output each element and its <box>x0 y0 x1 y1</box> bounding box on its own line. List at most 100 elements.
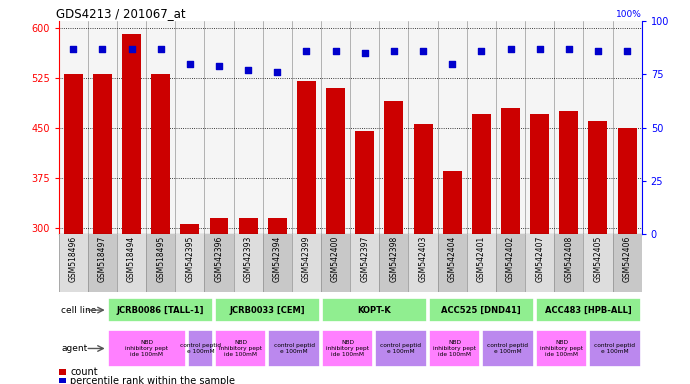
Text: GSM542394: GSM542394 <box>273 235 282 282</box>
Text: ACC483 [HPB-ALL]: ACC483 [HPB-ALL] <box>545 306 631 314</box>
Bar <box>408 234 437 292</box>
Bar <box>146 234 175 292</box>
Bar <box>413 124 433 384</box>
Bar <box>297 81 316 384</box>
Text: GSM542397: GSM542397 <box>360 235 369 282</box>
Point <box>476 48 487 54</box>
Text: GSM542405: GSM542405 <box>593 235 602 282</box>
Bar <box>428 330 480 367</box>
Point <box>563 46 574 52</box>
Text: count: count <box>70 367 98 377</box>
Bar <box>322 298 427 322</box>
Text: GSM518494: GSM518494 <box>127 235 136 281</box>
Point <box>417 48 428 54</box>
Point <box>155 46 166 52</box>
Bar <box>59 378 66 383</box>
Bar <box>117 234 146 292</box>
Bar <box>589 330 641 367</box>
Bar <box>108 330 186 367</box>
Text: GSM542401: GSM542401 <box>477 235 486 281</box>
Text: GSM542399: GSM542399 <box>302 235 311 282</box>
Text: GSM518497: GSM518497 <box>98 235 107 281</box>
Bar <box>530 114 549 384</box>
Text: NBD
inhibitory pept
ide 100mM: NBD inhibitory pept ide 100mM <box>540 340 583 357</box>
Point <box>446 61 457 67</box>
Bar <box>535 330 587 367</box>
Bar <box>93 74 112 384</box>
Text: percentile rank within the sample: percentile rank within the sample <box>70 376 235 384</box>
Bar <box>63 74 83 384</box>
Point <box>330 48 341 54</box>
Text: control peptid
e 100mM: control peptid e 100mM <box>595 343 635 354</box>
Point <box>243 67 254 73</box>
Bar <box>268 218 287 384</box>
Text: GSM518495: GSM518495 <box>156 235 165 281</box>
Bar <box>59 369 66 375</box>
Bar <box>215 330 266 367</box>
Text: control peptid
e 100mM: control peptid e 100mM <box>487 343 529 354</box>
Text: GSM542396: GSM542396 <box>215 235 224 282</box>
Text: GSM542403: GSM542403 <box>419 235 428 282</box>
Text: 100%: 100% <box>616 10 642 19</box>
Bar <box>613 234 642 292</box>
Text: GSM542400: GSM542400 <box>331 235 340 282</box>
Point <box>272 69 283 75</box>
Bar <box>525 234 554 292</box>
Text: JCRB0033 [CEM]: JCRB0033 [CEM] <box>230 306 305 314</box>
Point <box>622 48 633 54</box>
Point <box>184 61 195 67</box>
Bar <box>326 88 345 384</box>
Text: NBD
inhibitory pept
ide 100mM: NBD inhibitory pept ide 100mM <box>433 340 476 357</box>
Bar <box>496 234 525 292</box>
Point <box>68 46 79 52</box>
Bar <box>204 234 233 292</box>
Point <box>97 46 108 52</box>
Text: GDS4213 / 201067_at: GDS4213 / 201067_at <box>56 7 186 20</box>
Bar <box>554 234 584 292</box>
Bar <box>380 234 408 292</box>
Bar <box>443 171 462 384</box>
Bar <box>180 224 199 384</box>
Text: GSM542402: GSM542402 <box>506 235 515 281</box>
Text: GSM542406: GSM542406 <box>622 235 631 282</box>
Bar <box>466 234 496 292</box>
Point <box>534 46 545 52</box>
Bar <box>375 330 427 367</box>
Text: NBD
inhibitory pept
ide 100mM: NBD inhibitory pept ide 100mM <box>126 340 168 357</box>
Text: NBD
inhibitory pept
ide 100mM: NBD inhibitory pept ide 100mM <box>326 340 369 357</box>
Text: cell line: cell line <box>61 306 97 314</box>
Text: control peptid
e 100mM: control peptid e 100mM <box>273 343 315 354</box>
Text: GSM542395: GSM542395 <box>186 235 195 282</box>
Bar <box>589 121 607 384</box>
Bar <box>292 234 321 292</box>
Text: agent: agent <box>61 344 88 353</box>
Bar <box>584 234 613 292</box>
Point <box>388 48 400 54</box>
Bar <box>210 218 228 384</box>
Bar <box>351 234 380 292</box>
Bar <box>88 234 117 292</box>
Text: GSM542393: GSM542393 <box>244 235 253 282</box>
Bar <box>560 111 578 384</box>
Bar <box>268 330 320 367</box>
Point <box>213 63 224 69</box>
Text: ACC525 [DND41]: ACC525 [DND41] <box>442 306 521 314</box>
Bar <box>263 234 292 292</box>
Text: NBD
inhibitory pept
ide 100mM: NBD inhibitory pept ide 100mM <box>219 340 262 357</box>
Bar <box>122 35 141 384</box>
Bar <box>501 108 520 384</box>
Point <box>301 48 312 54</box>
Point <box>126 46 137 52</box>
Bar <box>321 234 351 292</box>
Point <box>593 48 604 54</box>
Bar <box>233 234 263 292</box>
Text: GSM542404: GSM542404 <box>448 235 457 282</box>
Text: control peptid
e 100mM: control peptid e 100mM <box>180 343 221 354</box>
Bar <box>322 330 373 367</box>
Bar <box>188 330 213 367</box>
Text: GSM542407: GSM542407 <box>535 235 544 282</box>
Text: control peptid
e 100mM: control peptid e 100mM <box>380 343 422 354</box>
Bar <box>59 234 88 292</box>
Text: JCRB0086 [TALL-1]: JCRB0086 [TALL-1] <box>117 306 204 314</box>
Bar <box>355 131 374 384</box>
